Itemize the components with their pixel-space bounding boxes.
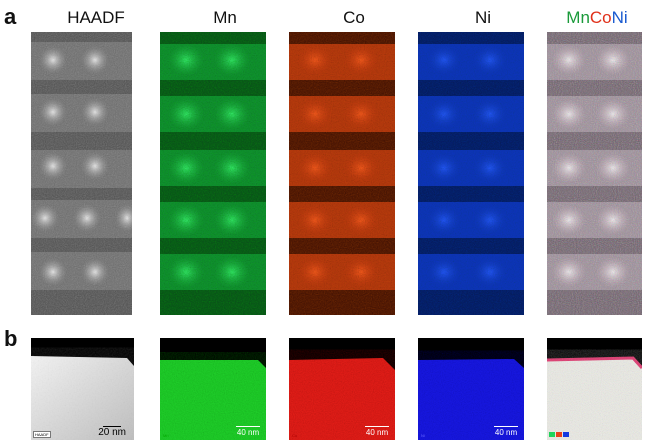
merged-channel-swatches [549, 432, 569, 437]
merged-particle-image [547, 338, 642, 440]
mn-scale-label: 40 nm [236, 428, 260, 437]
co-particle-image: Co 40 nm [289, 338, 395, 440]
mn-tag: Mn [163, 433, 169, 438]
mn-particle-image: Mn 40 nm [160, 338, 266, 440]
haadf-title: HAADF [67, 8, 125, 27]
mn-title: Mn [213, 8, 237, 27]
ni-swatch [563, 432, 569, 437]
ni-title: Ni [474, 8, 492, 27]
ni-map-image [418, 32, 524, 315]
co-title: Co [343, 8, 365, 27]
co-swatch [556, 432, 562, 437]
merge-title: MnCoNi [547, 8, 646, 28]
haadf-scale-bar: 20 nm [98, 426, 126, 438]
haadf-scale-label: 20 nm [98, 427, 126, 438]
panel-b-letter: b [4, 326, 18, 351]
ni-tag: Ni [421, 433, 425, 438]
co-tag: Co [292, 433, 298, 438]
panel-a-letter: a [4, 4, 17, 29]
merge-title-co: Co [589, 8, 612, 27]
co-map-image [289, 32, 395, 315]
haadf-tag: HAADF [33, 431, 51, 438]
co-scale-bar: 40 nm [365, 426, 389, 438]
ni-scale-label: 40 nm [494, 428, 518, 437]
merge-title-mn: Mn [566, 8, 590, 27]
mn-swatch [549, 432, 555, 437]
ni-scale-bar: 40 nm [494, 426, 518, 438]
merge-title-ni: Ni [611, 8, 628, 27]
co-scale-label: 40 nm [365, 428, 389, 437]
mn-map-image [160, 32, 266, 315]
merged-map-image [547, 32, 642, 315]
haadf-particle-image: HAADF 20 nm [31, 338, 134, 440]
haadf-map-image [31, 32, 132, 315]
ni-particle-image: Ni 40 nm [418, 338, 524, 440]
mn-scale-bar: 40 nm [236, 426, 260, 438]
